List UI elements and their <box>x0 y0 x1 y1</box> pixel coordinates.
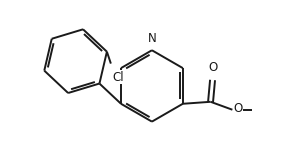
Text: Cl: Cl <box>113 70 124 84</box>
Text: N: N <box>147 32 156 45</box>
Text: O: O <box>208 61 217 74</box>
Text: O: O <box>233 102 243 115</box>
